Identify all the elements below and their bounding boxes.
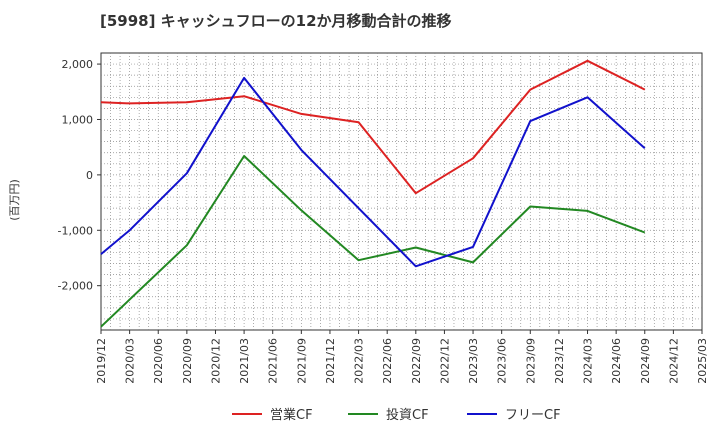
- series-line-2: [100, 155, 646, 328]
- y-tick-label: 0: [86, 169, 93, 182]
- y-tick-label: 1,000: [62, 113, 94, 126]
- x-tick-label: 2022/06: [381, 338, 394, 384]
- x-tick-label: 2020/03: [124, 338, 137, 384]
- legend-label: フリーCF: [505, 408, 561, 423]
- x-tick-label: 2020/09: [181, 338, 194, 384]
- x-tick-label: 2020/06: [152, 338, 165, 384]
- x-tick-label: 2024/09: [639, 338, 652, 384]
- x-tick-label: 2024/12: [667, 338, 680, 384]
- x-tick-label: 2021/03: [238, 338, 251, 384]
- legend-label: 投資CF: [386, 407, 429, 423]
- x-tick-label: 2024/03: [582, 338, 595, 384]
- x-tick-label: 2023/09: [524, 338, 537, 384]
- y-tick-label: -2,000: [58, 280, 93, 293]
- x-tick-label: 2025/03: [696, 338, 709, 384]
- series-line-1: [100, 59, 646, 195]
- x-tick-label: 2022/03: [353, 338, 366, 384]
- x-tick-label: 2023/03: [467, 338, 480, 384]
- x-tick-label: 2021/09: [295, 338, 308, 384]
- y-tick-label: -1,000: [58, 224, 93, 237]
- x-tick-label: 2022/12: [438, 338, 451, 384]
- x-tick-label: 2019/12: [95, 338, 108, 384]
- y-axis-label: (百万円): [8, 179, 21, 221]
- chart-title: [5998] キャッシュフローの12か月移動合計の推移: [100, 12, 452, 30]
- x-tick-label: 2024/06: [610, 338, 623, 384]
- x-tick-label: 2023/12: [553, 338, 566, 384]
- y-tick-label: 2,000: [62, 58, 94, 71]
- series-line-3: [100, 76, 646, 268]
- x-tick-label: 2021/12: [324, 338, 337, 384]
- x-tick-label: 2023/06: [496, 338, 509, 384]
- x-tick-label: 2022/09: [410, 338, 423, 384]
- x-tick-label: 2021/06: [267, 338, 280, 384]
- plot-frame: [100, 52, 703, 331]
- x-tick-label: 2020/12: [209, 338, 222, 384]
- legend-label: 営業CF: [270, 407, 313, 423]
